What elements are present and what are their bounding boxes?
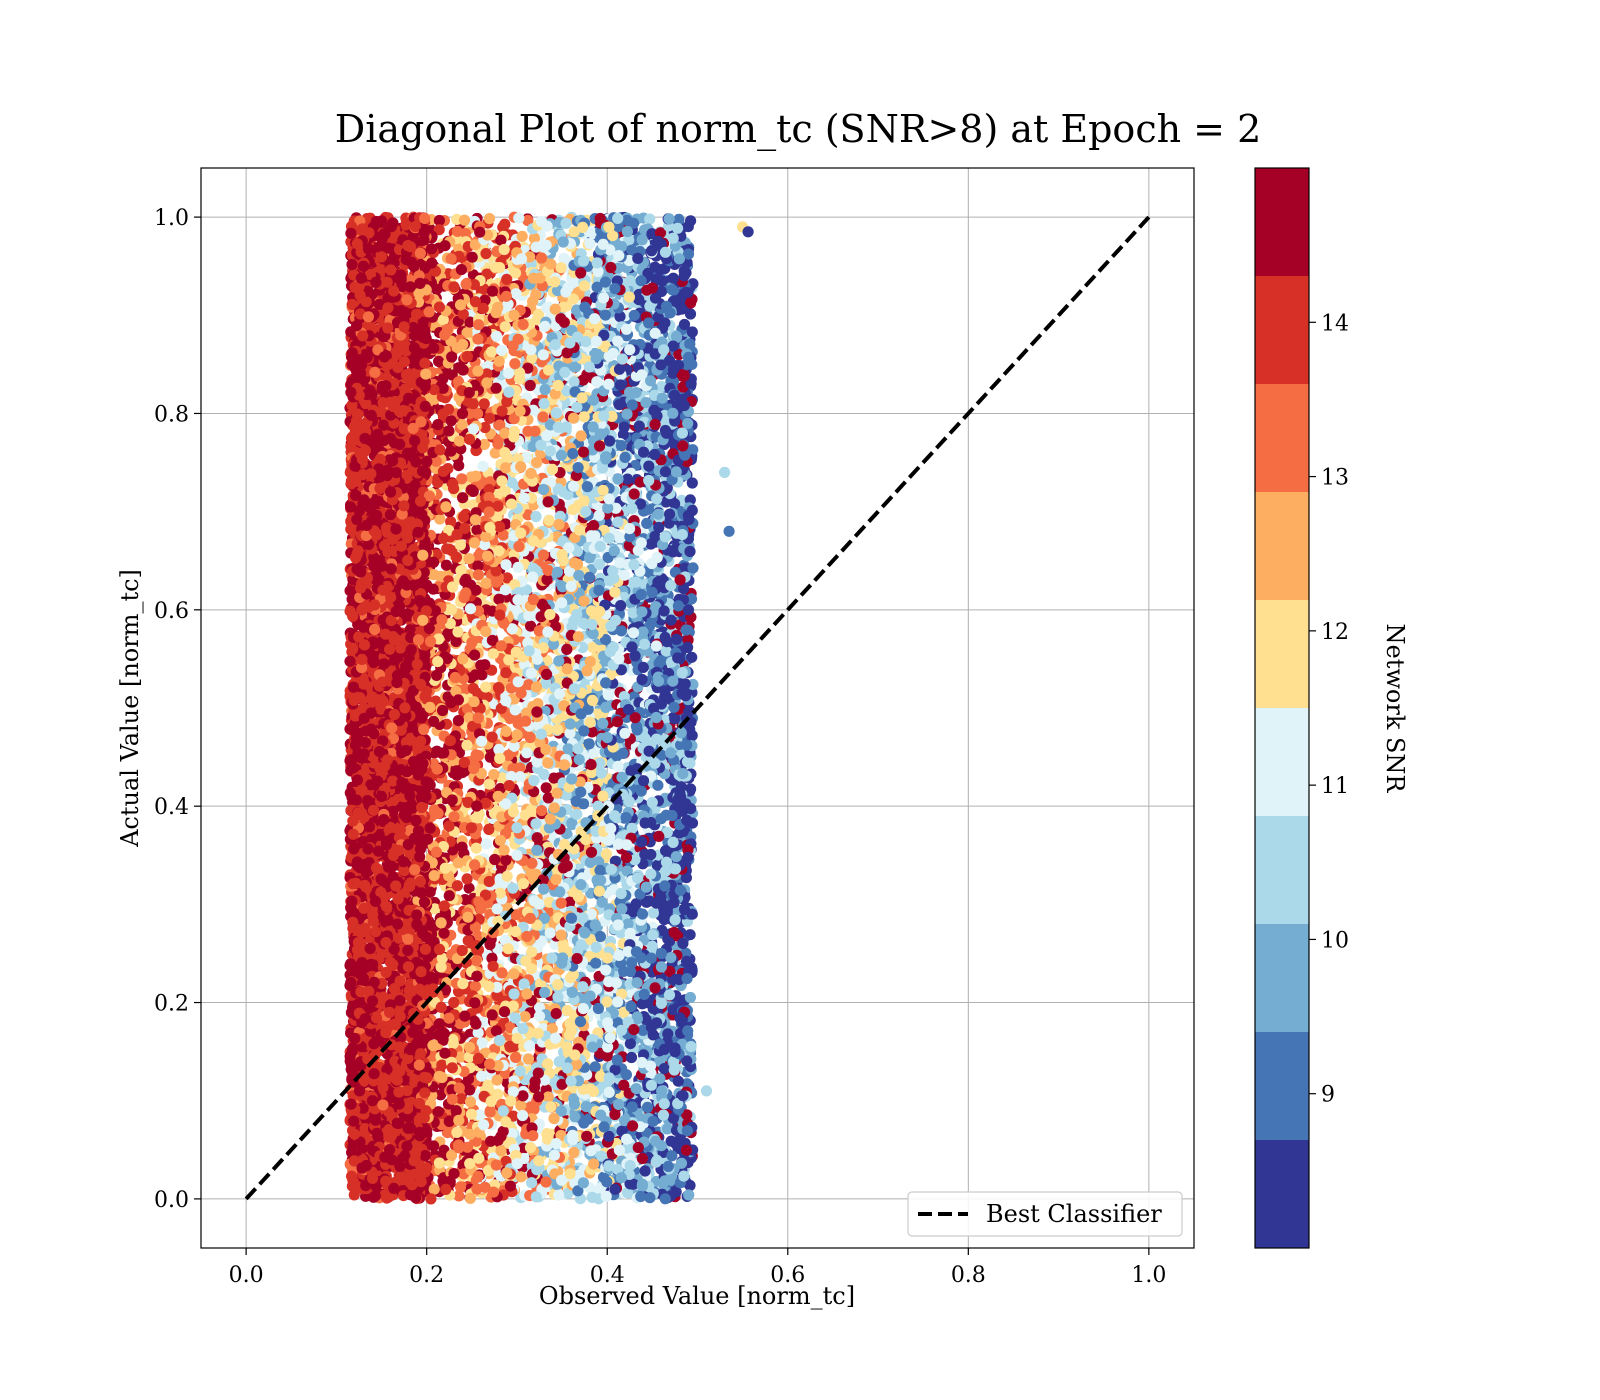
scatter-point [463, 882, 475, 894]
scatter-point [433, 355, 445, 367]
scatter-points [344, 211, 754, 1205]
chart-title: Diagonal Plot of norm_tc (SNR>8) at Epoc… [335, 107, 1262, 152]
scatter-point [461, 873, 473, 885]
scatter-point [684, 929, 696, 941]
